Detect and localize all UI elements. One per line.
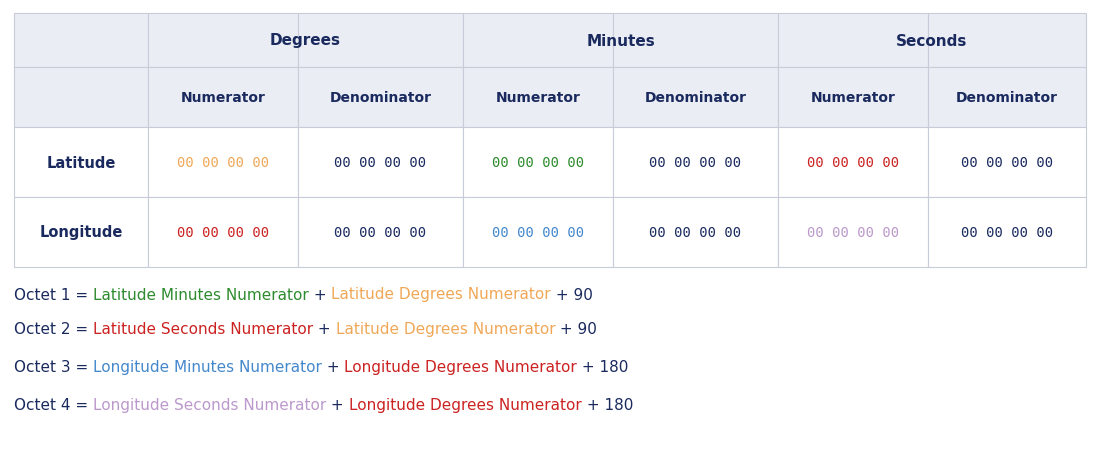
Text: 00 00 00 00: 00 00 00 00 [961, 156, 1053, 170]
Bar [298, 198, 463, 267]
Text: 00 00 00 00: 00 00 00 00 [177, 226, 270, 239]
Text: Longitude Minutes Numerator: Longitude Minutes Numerator [94, 360, 322, 375]
Bar [14, 68, 149, 128]
Text: Longitude Degrees Numerator: Longitude Degrees Numerator [349, 398, 582, 413]
Text: 00 00 00 00: 00 00 00 00 [334, 226, 427, 239]
Text: Octet 3 =: Octet 3 = [14, 360, 94, 375]
Bar [463, 68, 613, 128]
Text: + 180: + 180 [578, 360, 628, 375]
Text: Denominator: Denominator [645, 91, 747, 105]
Bar [148, 14, 298, 68]
Text: 00 00 00 00: 00 00 00 00 [334, 156, 427, 170]
Bar [613, 68, 778, 128]
Bar [928, 14, 1086, 68]
Text: + 180: + 180 [582, 398, 632, 413]
Bar [298, 68, 463, 128]
Text: Octet 2 =: Octet 2 = [14, 322, 94, 337]
Text: +: + [314, 322, 336, 337]
Text: +: + [322, 360, 344, 375]
Bar [928, 128, 1086, 198]
Text: Numerator: Numerator [811, 91, 895, 105]
Text: Latitude Degrees Numerator: Latitude Degrees Numerator [331, 287, 551, 302]
Text: Latitude Degrees Numerator: Latitude Degrees Numerator [336, 322, 556, 337]
Text: 00 00 00 00: 00 00 00 00 [492, 156, 584, 170]
Bar [298, 14, 463, 68]
Bar [613, 14, 778, 68]
Text: 00 00 00 00: 00 00 00 00 [807, 156, 899, 170]
Text: 00 00 00 00: 00 00 00 00 [177, 156, 270, 170]
Bar [928, 198, 1086, 267]
Bar [14, 198, 149, 267]
Text: Minutes: Minutes [586, 33, 654, 48]
Bar [463, 128, 613, 198]
Bar [778, 198, 928, 267]
Text: 00 00 00 00: 00 00 00 00 [649, 156, 741, 170]
Text: Octet 4 =: Octet 4 = [14, 398, 94, 413]
Bar [298, 128, 463, 198]
Bar [148, 128, 298, 198]
Text: +: + [327, 398, 349, 413]
Text: Latitude: Latitude [46, 155, 116, 170]
Bar [148, 68, 298, 128]
Text: Longitude Degrees Numerator: Longitude Degrees Numerator [344, 360, 578, 375]
Text: Octet 1 =: Octet 1 = [14, 287, 94, 302]
Bar [778, 128, 928, 198]
Text: 00 00 00 00: 00 00 00 00 [649, 226, 741, 239]
Text: Numerator: Numerator [496, 91, 581, 105]
Text: Longitude Seconds Numerator: Longitude Seconds Numerator [94, 398, 327, 413]
Text: 00 00 00 00: 00 00 00 00 [492, 226, 584, 239]
Bar [613, 198, 778, 267]
Text: 00 00 00 00: 00 00 00 00 [807, 226, 899, 239]
Text: +: + [309, 287, 331, 302]
Bar [613, 128, 778, 198]
Text: Longitude: Longitude [40, 225, 123, 240]
Bar [463, 198, 613, 267]
Bar [778, 14, 928, 68]
Text: 00 00 00 00: 00 00 00 00 [961, 226, 1053, 239]
Text: Latitude Seconds Numerator: Latitude Seconds Numerator [94, 322, 313, 337]
Bar [14, 128, 149, 198]
Text: Seconds: Seconds [896, 33, 968, 48]
Text: Denominator: Denominator [330, 91, 431, 105]
Bar [778, 68, 928, 128]
Bar [14, 14, 149, 68]
Text: + 90: + 90 [556, 322, 597, 337]
Bar [928, 68, 1086, 128]
Text: Latitude Minutes Numerator: Latitude Minutes Numerator [94, 287, 309, 302]
Bar [148, 198, 298, 267]
Text: + 90: + 90 [551, 287, 593, 302]
Bar [463, 14, 613, 68]
Text: Degrees: Degrees [270, 33, 341, 48]
Text: Denominator: Denominator [956, 91, 1058, 105]
Text: Numerator: Numerator [180, 91, 265, 105]
